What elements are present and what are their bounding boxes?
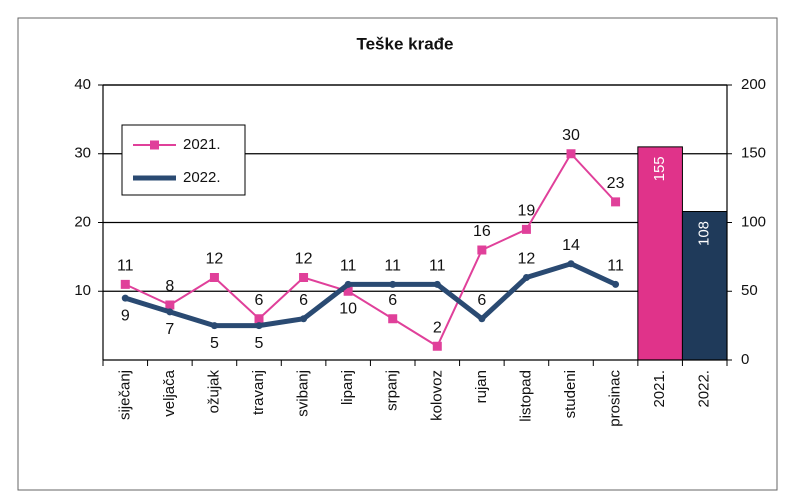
data-label: 19 xyxy=(518,203,536,220)
y2-tick-label: 0 xyxy=(741,351,749,368)
x-tick-label: lipanj xyxy=(339,370,356,405)
line-marker xyxy=(121,294,129,302)
chart-frame xyxy=(17,17,778,491)
x-tick-label: rujan xyxy=(473,370,490,403)
data-label: 12 xyxy=(295,251,313,268)
data-label: 8 xyxy=(165,278,174,295)
legend-label: 2021. xyxy=(183,136,221,153)
line-marker xyxy=(611,197,621,207)
data-label: 11 xyxy=(607,258,624,275)
line-marker xyxy=(254,314,264,324)
data-label: 6 xyxy=(299,292,308,309)
bar-value-label: 155 xyxy=(651,156,668,181)
x-tick-label: srpanj xyxy=(384,370,401,411)
data-label: 11 xyxy=(117,258,134,275)
line-series xyxy=(124,261,617,329)
line-marker xyxy=(165,300,175,310)
x-tick-label: 2021. xyxy=(651,370,668,408)
line-marker xyxy=(210,322,218,330)
legend-marker xyxy=(150,140,159,150)
data-label: 30 xyxy=(562,127,580,144)
data-label: 10 xyxy=(339,300,357,317)
y2-tick-label: 150 xyxy=(741,145,766,162)
data-label: 9 xyxy=(121,307,130,324)
y2-tick-label: 50 xyxy=(741,282,758,299)
line-marker xyxy=(166,308,174,316)
data-label: 11 xyxy=(384,258,401,275)
data-label: 16 xyxy=(473,223,491,240)
line-marker xyxy=(433,280,441,288)
x-tick-label: studeni xyxy=(562,370,579,418)
bar xyxy=(637,146,683,361)
data-label: 11 xyxy=(340,258,357,275)
line-series xyxy=(124,152,617,348)
line-marker xyxy=(567,260,575,268)
x-tick-label: ožujak xyxy=(205,370,222,414)
x-tick-label: svibanj xyxy=(295,370,312,417)
line-marker xyxy=(300,315,308,323)
line-marker xyxy=(120,279,130,289)
data-label: 5 xyxy=(255,335,264,352)
line-marker xyxy=(388,314,398,324)
line-marker xyxy=(478,315,486,323)
legend-label: 2022. xyxy=(183,169,221,186)
x-tick-label: 2022. xyxy=(696,370,713,408)
data-label: 11 xyxy=(429,258,446,275)
x-tick-label: travanj xyxy=(250,370,267,415)
line-marker xyxy=(477,245,487,255)
x-tick-label: kolovoz xyxy=(428,370,445,421)
x-tick-label: prosinac xyxy=(607,370,624,427)
y-tick-label: 20 xyxy=(74,213,91,230)
x-tick-label: listopad xyxy=(517,370,534,422)
line-marker xyxy=(566,149,576,159)
line-marker xyxy=(522,274,530,281)
line-marker xyxy=(209,273,219,282)
data-label: 2 xyxy=(433,319,442,336)
data-label: 12 xyxy=(518,251,536,268)
line-marker xyxy=(344,280,352,288)
y2-tick-label: 100 xyxy=(741,213,766,230)
legend-box xyxy=(121,124,246,196)
line-marker xyxy=(612,280,620,288)
chart-title: Teške krađe xyxy=(356,34,453,53)
line-marker xyxy=(521,224,531,234)
data-label: 6 xyxy=(388,292,397,309)
data-label: 14 xyxy=(562,237,580,254)
y-tick-label: 40 xyxy=(74,76,91,93)
bar-value-label: 108 xyxy=(696,221,713,246)
data-label: 7 xyxy=(165,321,174,338)
x-tick-label: veljača xyxy=(161,369,178,416)
y-tick-label: 10 xyxy=(74,282,91,299)
x-tick-label: siječanj xyxy=(116,370,133,420)
y-tick-label: 30 xyxy=(74,145,91,162)
line-marker xyxy=(255,322,263,330)
y2-tick-label: 200 xyxy=(741,76,766,93)
data-label: 5 xyxy=(210,335,219,352)
data-label: 23 xyxy=(607,175,625,192)
line-marker xyxy=(343,286,353,296)
line-marker xyxy=(299,273,309,282)
line-marker xyxy=(432,341,442,351)
data-label: 6 xyxy=(477,292,486,309)
data-label: 12 xyxy=(206,251,224,268)
data-label: 6 xyxy=(255,292,264,309)
line-marker xyxy=(389,280,397,288)
